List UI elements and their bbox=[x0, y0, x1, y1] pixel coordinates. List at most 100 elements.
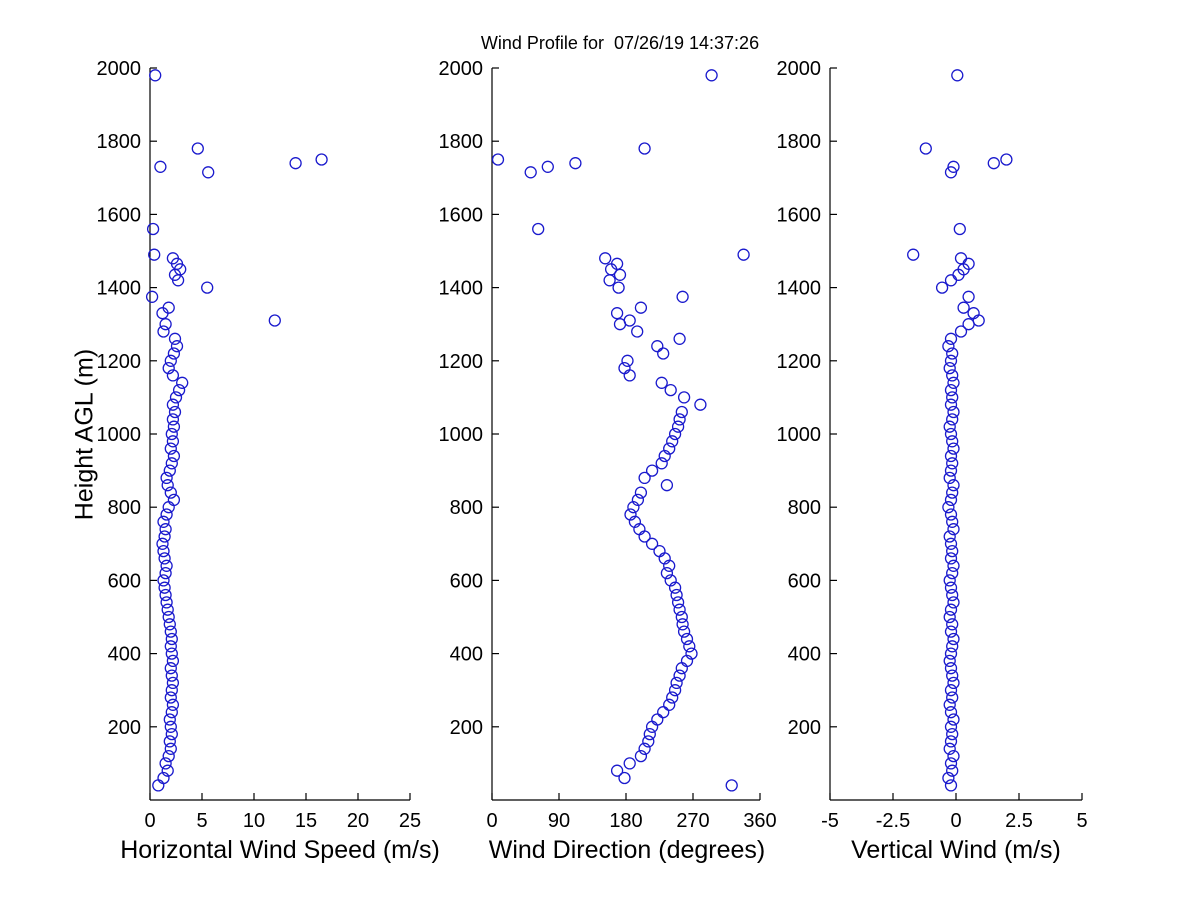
data-point bbox=[156, 537, 169, 550]
data-point bbox=[618, 361, 631, 375]
data-point bbox=[161, 479, 174, 492]
y-tick-label: 600 bbox=[450, 570, 483, 592]
data-point bbox=[315, 153, 328, 166]
data-point bbox=[162, 749, 175, 763]
data-point bbox=[163, 735, 176, 748]
data-point bbox=[159, 588, 172, 602]
data-point bbox=[946, 588, 959, 602]
data-point bbox=[962, 290, 975, 303]
data-point bbox=[946, 347, 959, 360]
data-point bbox=[157, 771, 170, 785]
y-tick-label: 1000 bbox=[777, 424, 822, 446]
data-point bbox=[165, 684, 178, 697]
data-point bbox=[159, 566, 172, 580]
data-point bbox=[610, 307, 624, 320]
data-point bbox=[946, 618, 959, 631]
data-point bbox=[663, 698, 676, 711]
data-point bbox=[149, 69, 162, 82]
data-point bbox=[671, 596, 685, 609]
data-point bbox=[951, 69, 964, 82]
data-point bbox=[191, 142, 204, 155]
data-point bbox=[944, 449, 958, 463]
data-point bbox=[705, 69, 718, 82]
data-point bbox=[944, 735, 958, 748]
data-point bbox=[946, 691, 959, 704]
data-point bbox=[675, 405, 688, 419]
data-point bbox=[167, 420, 181, 433]
data-point bbox=[944, 427, 958, 441]
data-point bbox=[946, 413, 959, 426]
data-point bbox=[624, 508, 637, 521]
data-point bbox=[673, 603, 686, 616]
data-point bbox=[638, 142, 651, 155]
data-point bbox=[165, 669, 178, 682]
y-tick-label: 1600 bbox=[97, 204, 142, 226]
data-point bbox=[944, 720, 958, 733]
data-point bbox=[947, 749, 960, 763]
y-tick-label: 800 bbox=[108, 497, 141, 519]
data-point bbox=[158, 581, 171, 594]
data-point bbox=[634, 486, 648, 499]
data-point bbox=[668, 427, 682, 441]
y-tick-label: 1400 bbox=[439, 278, 484, 300]
data-point bbox=[943, 471, 956, 485]
data-point bbox=[947, 559, 960, 572]
data-point bbox=[158, 530, 171, 543]
data-point bbox=[164, 625, 177, 638]
data-point bbox=[943, 361, 956, 375]
y-tick-label: 600 bbox=[108, 570, 141, 592]
data-point bbox=[164, 442, 177, 455]
data-point bbox=[170, 340, 184, 353]
y-axis-label: Height AGL (m) bbox=[70, 348, 99, 521]
data-point bbox=[673, 332, 686, 345]
x-tick-label: 5 bbox=[196, 810, 207, 832]
data-point bbox=[947, 523, 960, 536]
x-axis-label-vertical: Vertical Wind (m/s) bbox=[851, 836, 1061, 864]
x-tick-label: 0 bbox=[144, 810, 155, 832]
data-point bbox=[947, 632, 960, 646]
data-point bbox=[168, 405, 182, 419]
data-point bbox=[569, 157, 582, 170]
data-point bbox=[621, 354, 634, 367]
data-point bbox=[677, 625, 691, 638]
data-point bbox=[683, 640, 696, 653]
data-point bbox=[146, 222, 160, 236]
data-point bbox=[675, 662, 688, 675]
data-point bbox=[660, 566, 674, 580]
y-tick-label: 800 bbox=[788, 497, 821, 519]
data-point bbox=[944, 625, 958, 638]
data-point bbox=[166, 413, 180, 426]
data-point bbox=[157, 515, 170, 528]
y-tick-label: 400 bbox=[450, 644, 483, 666]
data-point bbox=[148, 248, 161, 261]
data-point bbox=[642, 735, 655, 748]
data-point bbox=[164, 720, 177, 733]
data-point bbox=[676, 290, 689, 303]
y-tick-label: 2000 bbox=[97, 58, 142, 80]
data-point bbox=[638, 471, 651, 485]
x-tick-label: -5 bbox=[821, 810, 839, 832]
data-point bbox=[164, 742, 177, 755]
data-point bbox=[638, 530, 651, 543]
data-point bbox=[176, 376, 189, 389]
data-point bbox=[694, 398, 707, 411]
data-point bbox=[919, 142, 932, 155]
data-point bbox=[166, 435, 180, 448]
data-point bbox=[163, 618, 176, 631]
data-point bbox=[943, 610, 956, 624]
x-axis-label-speed: Horizontal Wind Speed (m/s) bbox=[120, 836, 440, 864]
data-point bbox=[944, 166, 958, 179]
data-point bbox=[944, 493, 958, 507]
data-point bbox=[907, 248, 920, 261]
data-point bbox=[623, 369, 636, 382]
data-point bbox=[172, 383, 186, 397]
data-point bbox=[954, 252, 968, 265]
data-point bbox=[610, 764, 624, 777]
data-point bbox=[944, 274, 958, 287]
data-point bbox=[1000, 153, 1013, 166]
data-point bbox=[944, 332, 958, 345]
data-point bbox=[947, 596, 960, 609]
data-point bbox=[163, 464, 176, 477]
data-point bbox=[643, 727, 656, 741]
